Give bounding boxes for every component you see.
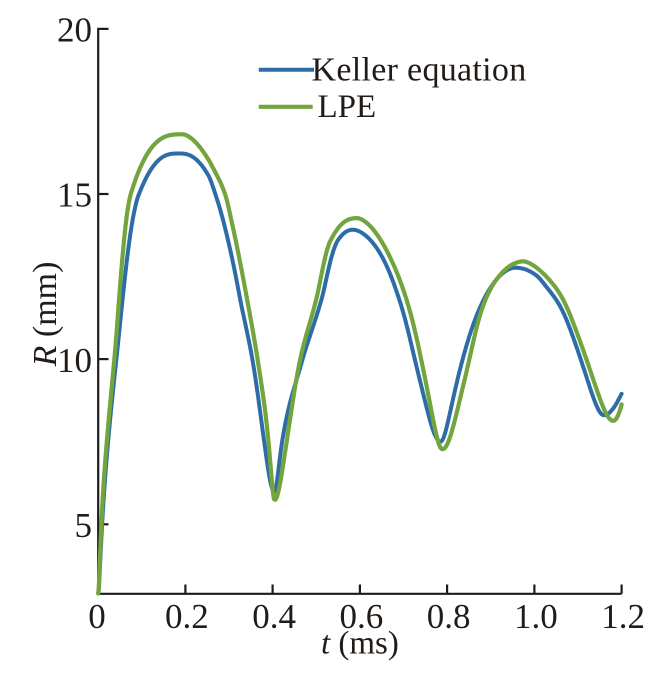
svg-text:Keller equation: Keller equation [312, 52, 527, 89]
svg-text:1.0: 1.0 [514, 597, 558, 636]
svg-text:5: 5 [75, 506, 93, 545]
svg-text:1.2: 1.2 [601, 597, 645, 636]
svg-text:0.6: 0.6 [340, 597, 384, 636]
svg-text:t (ms): t (ms) [321, 626, 399, 662]
svg-text:R (mm): R (mm) [27, 262, 64, 368]
svg-text:LPE: LPE [318, 89, 377, 125]
svg-text:0.2: 0.2 [165, 597, 209, 636]
svg-text:10: 10 [57, 341, 92, 380]
svg-text:20: 20 [57, 11, 92, 50]
svg-text:15: 15 [57, 176, 92, 215]
svg-text:0.8: 0.8 [427, 597, 471, 636]
svg-text:0: 0 [88, 597, 106, 636]
svg-text:0.4: 0.4 [252, 597, 296, 636]
